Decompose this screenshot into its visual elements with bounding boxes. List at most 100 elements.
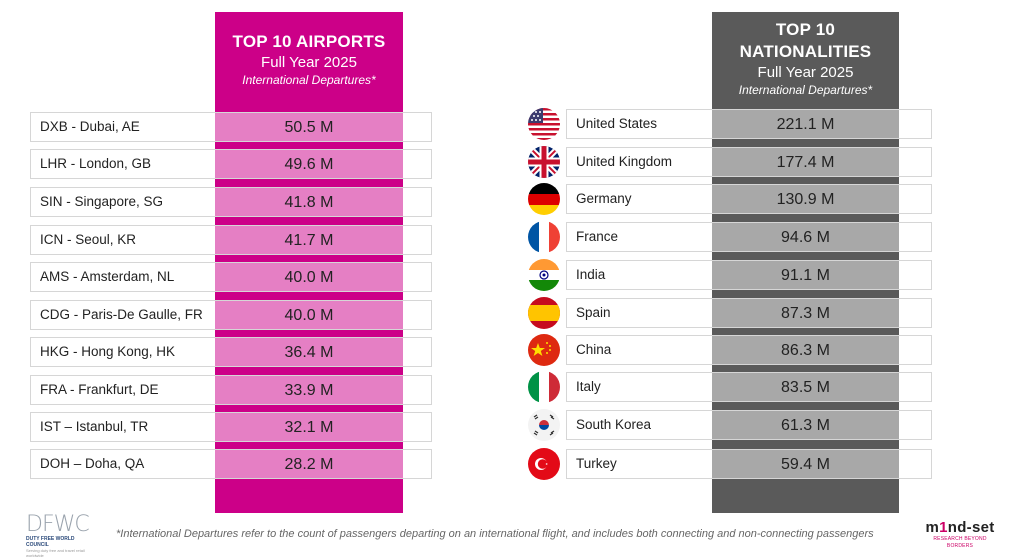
nationality-value-cell: [712, 110, 899, 138]
airport-row: IST – Istanbul, TR 32.1 M: [30, 412, 432, 442]
airports-title: TOP 10 AIRPORTS: [232, 32, 386, 51]
airport-departures: 33.9 M: [284, 382, 334, 399]
mindset-logo-post: nd-set: [947, 519, 995, 536]
nationality-row: India 91.1 M: [566, 260, 932, 290]
airport-value-cell: [215, 113, 403, 141]
airport-name: AMS - Amsterdam, NL: [40, 269, 175, 284]
nationality-name: Turkey: [576, 456, 617, 471]
nationality-value-cell: [712, 373, 899, 401]
airport-row: HKG - Hong Kong, HK 36.4 M: [30, 337, 432, 367]
airport-departures: 32.1 M: [284, 419, 334, 436]
nationality-row: United States 221.1 M: [566, 109, 932, 139]
nationality-name: United Kingdom: [576, 154, 673, 169]
nationality-departures: 87.3 M: [781, 305, 830, 322]
nationality-value-cell: [712, 450, 899, 478]
nationality-row: Spain 87.3 M: [566, 298, 932, 328]
airport-name: DOH – Doha, QA: [40, 456, 145, 471]
nationality-name: China: [576, 342, 612, 357]
nationality-row: Turkey 59.4 M: [566, 449, 932, 479]
airport-name: IST – Istanbul, TR: [40, 419, 149, 434]
nationality-name: Italy: [576, 379, 601, 394]
airport-departures: 49.6 M: [284, 156, 334, 173]
mindset-logo: m1nd-set RESEARCH BEYOND BORDERS: [920, 520, 1000, 550]
nationality-name: United States: [576, 116, 658, 131]
airport-value-cell: [215, 150, 403, 178]
nationality-departures: 130.9 M: [776, 191, 835, 208]
nationalities-title-line1: TOP 10: [775, 20, 836, 39]
mindset-logo-word: m1nd-set: [920, 520, 1000, 536]
nationality-departures: 221.1 M: [776, 116, 835, 133]
nationality-row: Italy 83.5 M: [566, 372, 932, 402]
dfwc-logo-name: DUTY FREE WORLD COUNCIL: [26, 536, 75, 548]
airport-departures: 50.5 M: [284, 119, 334, 136]
nationalities-subtitle: International Departures*: [738, 83, 873, 97]
airport-row: AMS - Amsterdam, NL 40.0 M: [30, 262, 432, 292]
airport-row: SIN - Singapore, SG 41.8 M: [30, 187, 432, 217]
nationality-row: China 86.3 M: [566, 335, 932, 365]
airport-row: ICN - Seoul, KR 41.7 M: [30, 225, 432, 255]
mindset-logo-pre: m: [925, 519, 940, 536]
us-flag-icon: [528, 108, 560, 140]
airport-row: DOH – Doha, QA 28.2 M: [30, 449, 432, 479]
india-flag-icon: [528, 259, 560, 291]
airport-name: HKG - Hong Kong, HK: [40, 344, 176, 359]
airport-name: LHR - London, GB: [40, 156, 152, 171]
nationality-departures: 83.5 M: [781, 379, 830, 396]
france-flag-icon: [528, 221, 560, 253]
airport-name: FRA - Frankfurt, DE: [40, 382, 159, 397]
airports-subtitle: International Departures*: [242, 73, 376, 87]
airports-header: TOP 10 AIRPORTS Full Year 2025 Internati…: [215, 31, 403, 88]
nationalities-header: TOP 10 NATIONALITIES Full Year 2025 Inte…: [712, 19, 899, 98]
airport-departures: 36.4 M: [284, 344, 334, 361]
nationality-name: India: [576, 267, 606, 282]
airports-year: Full Year 2025: [261, 54, 357, 71]
nationality-departures: 94.6 M: [781, 229, 830, 246]
airport-value-cell: [215, 301, 403, 329]
footnote: *International Departures refer to the c…: [116, 528, 874, 540]
nationality-departures: 177.4 M: [776, 154, 835, 171]
nationality-departures: 91.1 M: [781, 267, 830, 284]
nationalities-year: Full Year 2025: [757, 64, 854, 81]
nationality-name: Germany: [576, 191, 632, 206]
spain-flag-icon: [528, 297, 560, 329]
mindset-logo-tagline: RESEARCH BEYOND BORDERS: [933, 536, 987, 549]
nationality-row: France 94.6 M: [566, 222, 932, 252]
airport-value-cell: [215, 226, 403, 254]
nationality-row: United Kingdom 177.4 M: [566, 147, 932, 177]
nationality-value-cell: [712, 336, 899, 364]
nationality-value-cell: [712, 411, 899, 439]
italy-flag-icon: [528, 371, 560, 403]
mindset-logo-one: 1: [939, 519, 948, 536]
nationality-value-cell: [712, 185, 899, 213]
airport-row: FRA - Frankfurt, DE 33.9 M: [30, 375, 432, 405]
nationality-row: South Korea 61.3 M: [566, 410, 932, 440]
nationality-departures: 86.3 M: [781, 342, 830, 359]
airport-row: CDG - Paris-De Gaulle, FR 40.0 M: [30, 300, 432, 330]
dfwc-logo-letters: DFWC: [26, 512, 90, 537]
nationality-name: Spain: [576, 305, 611, 320]
airport-departures: 40.0 M: [284, 307, 334, 324]
airport-departures: 41.8 M: [284, 194, 334, 211]
china-flag-icon: [528, 334, 560, 366]
airport-departures: 28.2 M: [284, 456, 334, 473]
nationality-departures: 59.4 M: [781, 456, 830, 473]
airport-value-cell: [215, 450, 403, 478]
nationality-name: South Korea: [576, 417, 652, 432]
airport-value-cell: [215, 376, 403, 404]
airport-value-cell: [215, 263, 403, 291]
dfwc-logo: DFWC DUTY FREE WORLD COUNCIL Serving dut…: [26, 512, 98, 558]
nationality-departures: 61.3 M: [781, 417, 830, 434]
airport-row: LHR - London, GB 49.6 M: [30, 149, 432, 179]
nationality-value-cell: [712, 223, 899, 251]
airport-value-cell: [215, 188, 403, 216]
airport-name: CDG - Paris-De Gaulle, FR: [40, 307, 203, 322]
airport-name: ICN - Seoul, KR: [40, 232, 137, 247]
airport-departures: 41.7 M: [284, 232, 334, 249]
turkey-flag-icon: [528, 448, 560, 480]
airport-departures: 40.0 M: [284, 269, 334, 286]
dfwc-logo-tagline: Serving duty free and travel retail worl…: [26, 548, 85, 558]
nationality-value-cell: [712, 261, 899, 289]
uk-flag-icon: [528, 146, 560, 178]
nationality-value-cell: [712, 299, 899, 327]
airport-row: DXB - Dubai, AE 50.5 M: [30, 112, 432, 142]
